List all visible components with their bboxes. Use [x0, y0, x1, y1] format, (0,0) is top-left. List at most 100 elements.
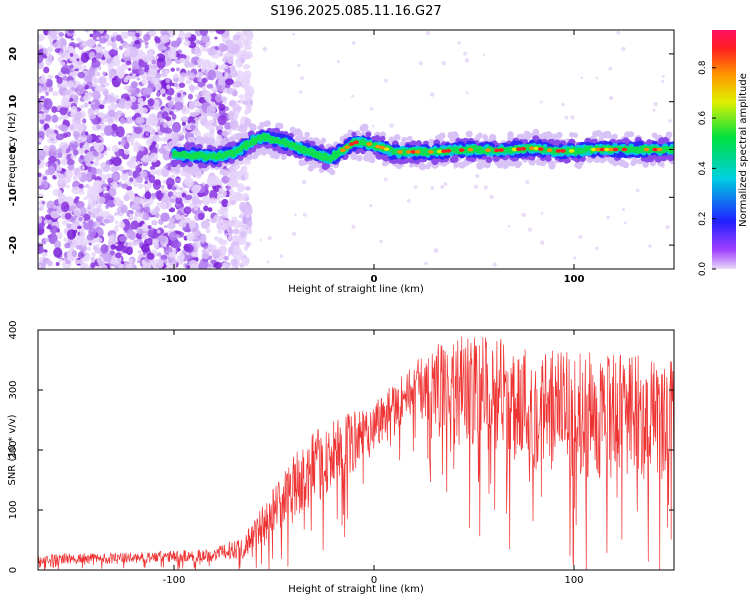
noise-cell — [64, 242, 71, 249]
noise-cell — [235, 104, 240, 107]
noise-cell — [443, 182, 448, 187]
noise-cell — [235, 193, 244, 202]
noise-cell — [75, 196, 80, 200]
noise-cell — [136, 160, 141, 165]
signal-cell — [518, 133, 525, 140]
noise-cell — [116, 126, 125, 138]
noise-cell — [130, 220, 139, 230]
noise-cell — [57, 116, 62, 121]
noise-cell — [42, 176, 48, 181]
noise-cell — [38, 264, 42, 269]
noise-cell — [433, 248, 439, 254]
noise-cell — [232, 120, 238, 126]
noise-cell — [207, 263, 212, 268]
noise-cell — [240, 230, 246, 238]
noise-cell — [207, 255, 213, 261]
noise-cell — [123, 64, 129, 71]
noise-cell — [203, 205, 209, 212]
noise-cell — [92, 83, 98, 88]
noise-cell — [84, 84, 89, 90]
noise-cell — [209, 119, 215, 124]
noise-cell — [86, 38, 96, 48]
noise-cell — [205, 228, 211, 234]
noise-cell — [97, 196, 106, 204]
signal-cell — [208, 137, 216, 145]
noise-cell — [88, 51, 95, 59]
signal-cell — [188, 136, 196, 144]
noise-cell — [138, 67, 145, 76]
noise-cell — [159, 201, 168, 210]
noise-cell — [137, 250, 142, 254]
noise-cell — [218, 103, 226, 111]
noise-cell — [73, 84, 77, 88]
noise-cell — [58, 152, 63, 159]
signal-cell — [604, 130, 612, 139]
signal-cell — [329, 169, 336, 176]
signal-cell — [368, 156, 376, 164]
noise-cell — [155, 53, 166, 63]
noise-cell — [72, 239, 76, 243]
noise-cell — [148, 174, 156, 184]
noise-cell — [68, 30, 75, 34]
noise-cell — [134, 39, 140, 45]
noise-cell — [188, 219, 196, 229]
noise-cell — [58, 173, 66, 182]
noise-cell — [55, 133, 65, 141]
signal-cell — [393, 134, 401, 141]
noise-cell — [121, 41, 130, 49]
noise-cell — [183, 177, 192, 186]
noise-cell — [457, 41, 461, 45]
noise-cell — [70, 106, 78, 116]
signal-cell — [276, 122, 284, 130]
signal-cell — [280, 154, 287, 161]
noise-cell — [165, 177, 175, 188]
noise-cell — [48, 144, 57, 153]
noise-cell — [133, 216, 138, 220]
noise-cell — [84, 75, 93, 82]
noise-cell — [406, 199, 411, 203]
noise-cell — [232, 228, 240, 235]
noise-cell — [111, 144, 119, 153]
noise-cell — [79, 230, 86, 239]
noise-cell — [224, 72, 229, 78]
noise-cell — [149, 169, 158, 176]
signal-cell — [356, 155, 363, 162]
signal-cell — [401, 136, 408, 143]
noise-cell — [69, 64, 74, 69]
noise-cell — [54, 240, 62, 249]
noise-cell — [155, 143, 160, 149]
noise-cell — [93, 246, 97, 251]
noise-cell — [99, 88, 104, 92]
noise-cell — [118, 235, 128, 242]
noise-cell — [174, 82, 179, 88]
noise-cell — [245, 214, 250, 218]
noise-cell — [201, 251, 210, 260]
noise-cell — [91, 59, 101, 68]
noise-cell — [171, 186, 177, 191]
noise-cell — [163, 225, 168, 228]
noise-cell — [107, 199, 116, 207]
noise-cell — [168, 141, 173, 146]
noise-cell — [102, 164, 111, 172]
noise-cell — [621, 208, 625, 212]
noise-cell — [440, 185, 445, 189]
noise-cell — [424, 261, 428, 266]
noise-cell — [147, 225, 152, 230]
noise-cell — [227, 130, 232, 136]
noise-cell — [232, 244, 241, 255]
noise-cell — [125, 75, 132, 81]
noise-cell — [62, 75, 68, 81]
noise-cell — [90, 256, 96, 263]
signal-cell — [320, 137, 327, 144]
noise-cell — [220, 45, 229, 52]
noise-cell — [174, 240, 182, 248]
noise-cell — [46, 46, 53, 53]
noise-cell — [114, 252, 122, 259]
noise-cell — [85, 151, 95, 164]
noise-cell — [132, 196, 142, 204]
noise-cell — [107, 177, 114, 184]
noise-cell — [75, 84, 85, 95]
signal-cell — [361, 123, 369, 132]
noise-cell — [139, 106, 145, 112]
noise-cell — [118, 45, 124, 51]
